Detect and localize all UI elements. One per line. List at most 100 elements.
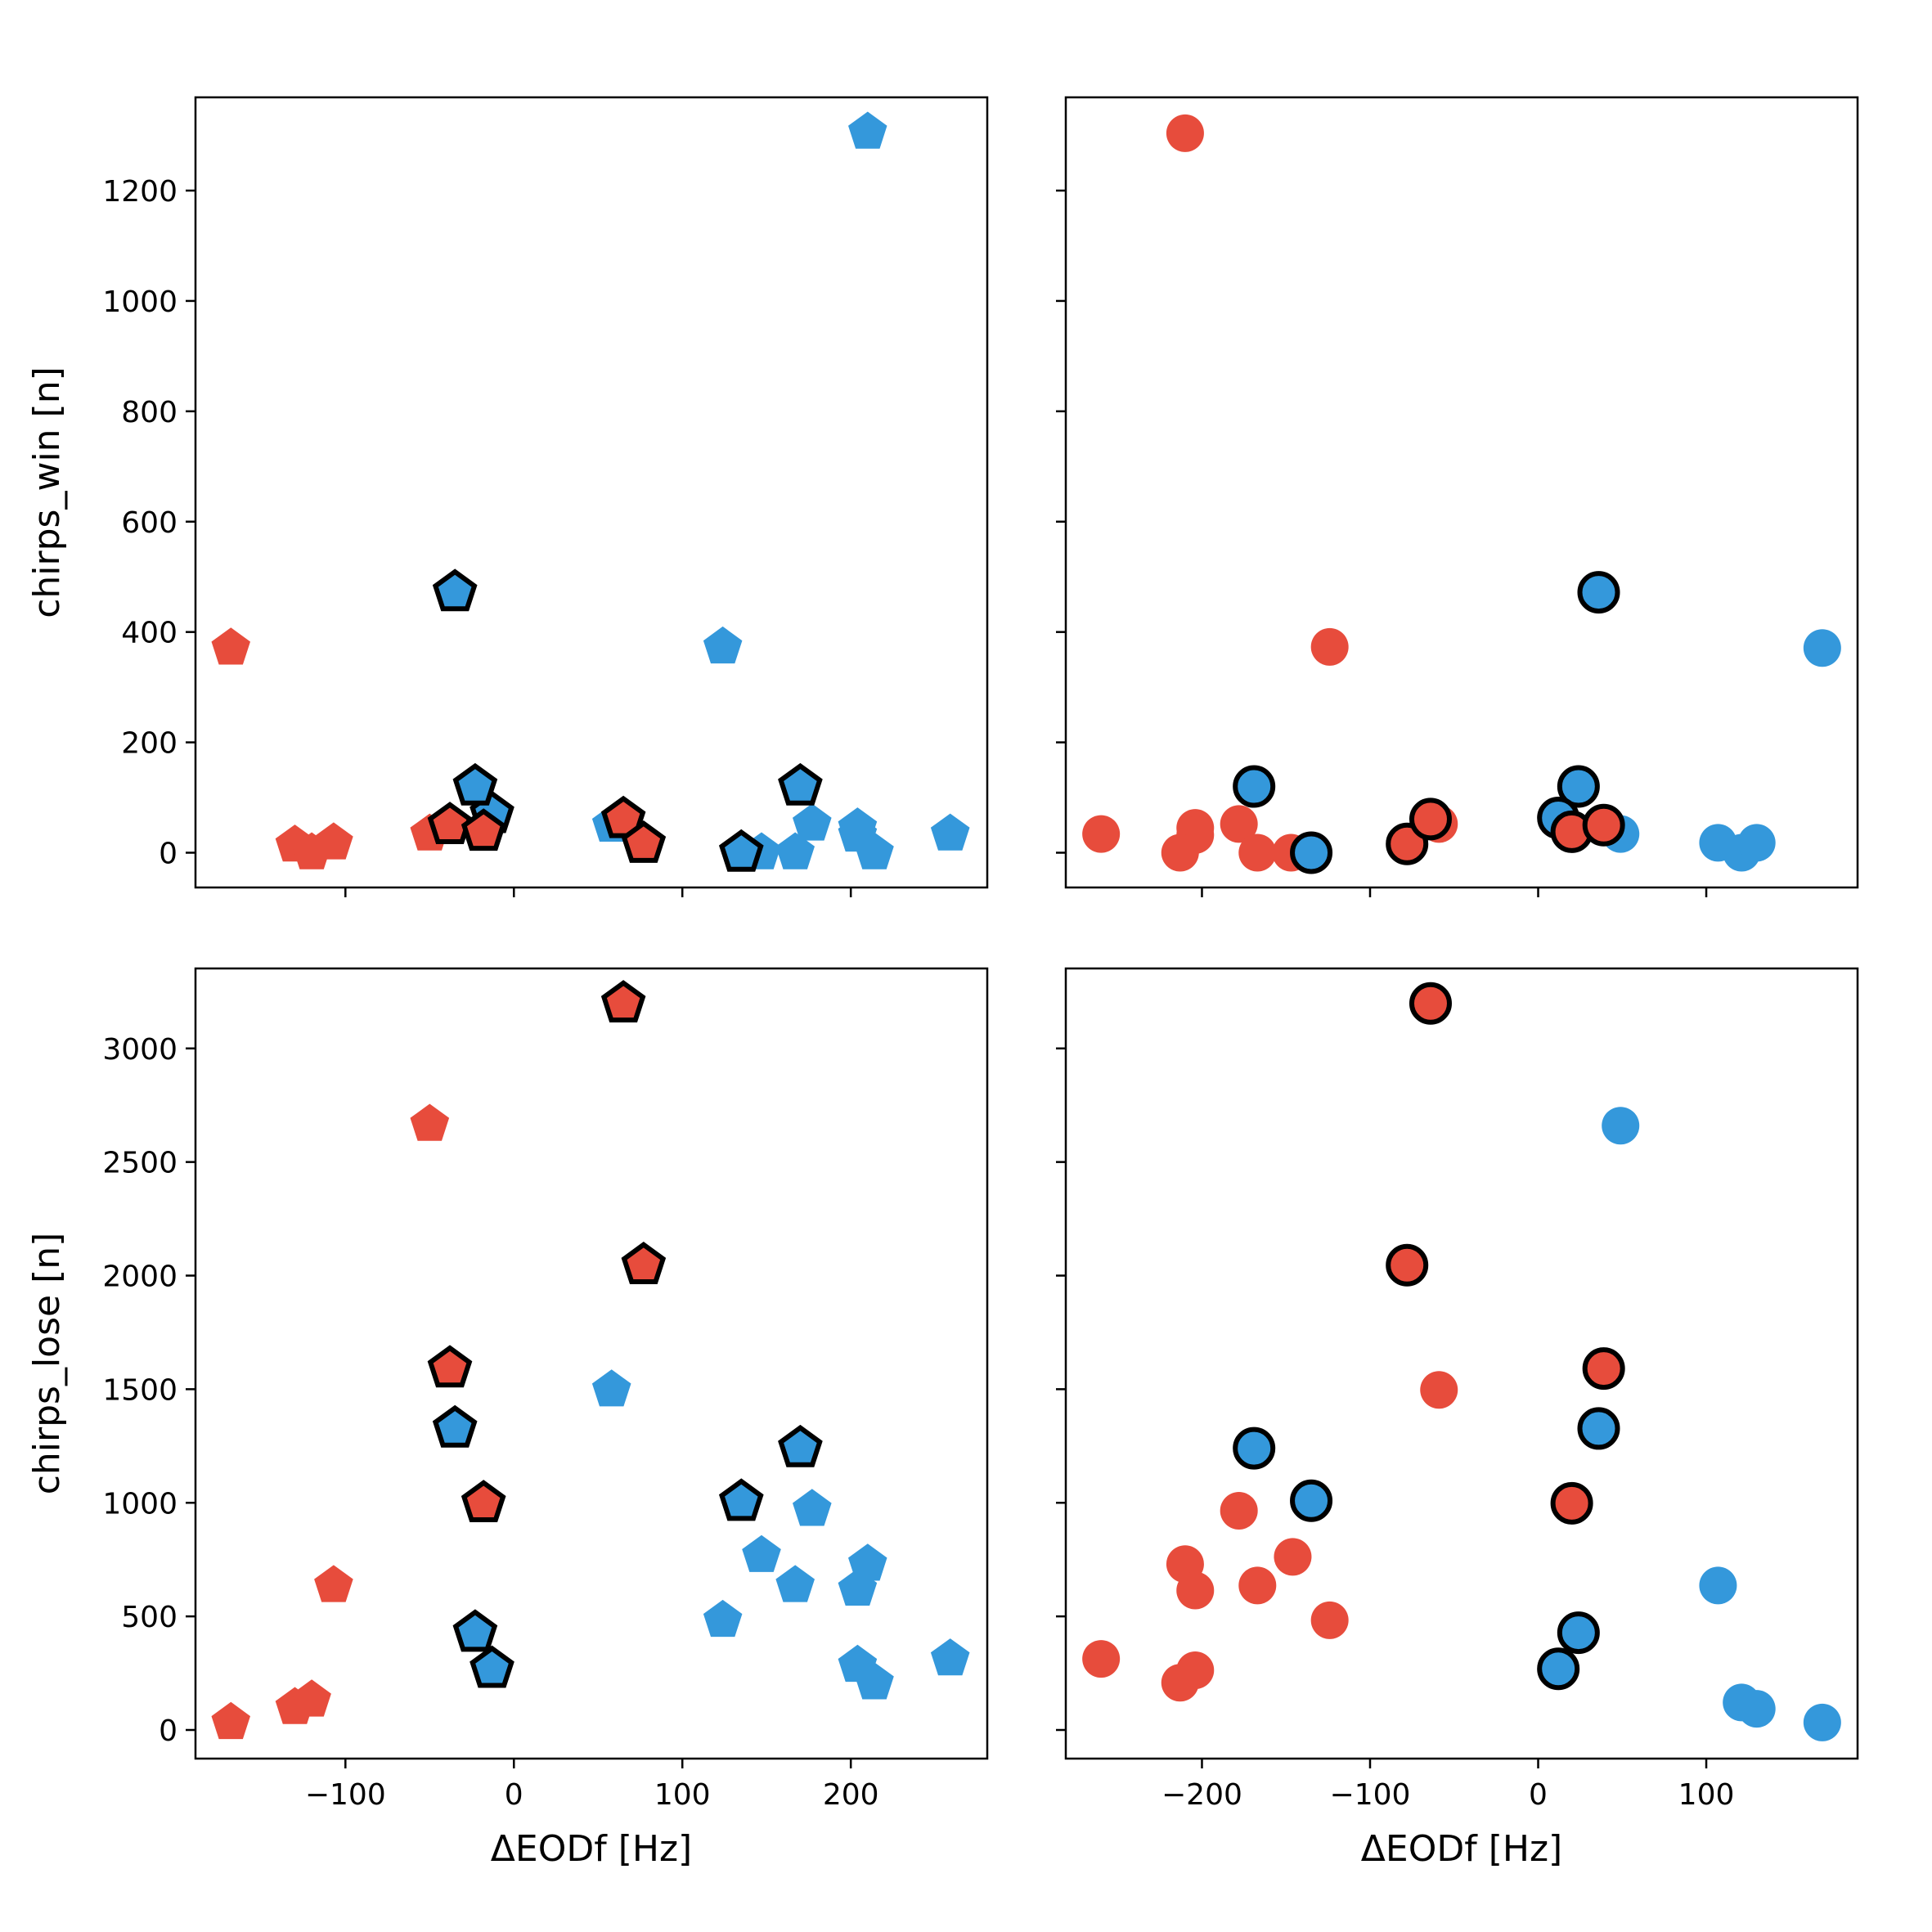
red-circle-marker [1082,815,1121,853]
blue-pentagon-marker [848,1543,887,1581]
panel-bottom-right: −200 −100 0 100 ΔEODf [Hz] [1056,967,1859,1870]
x-tick-label: 0 [505,1778,523,1812]
red-circle-marker [1420,1371,1458,1409]
x-tick-label: 100 [1678,1778,1735,1812]
blue-outlined-circle-marker [1537,1647,1580,1691]
red-outlined-circle-marker [1582,1347,1625,1391]
y-tick-label: 2000 [102,1260,177,1294]
blue-pentagon-marker [703,626,743,664]
red-outlined-pentagon-marker [427,1345,473,1388]
red-outlined-circle-marker [1386,1243,1429,1287]
axes-frame [1064,967,1859,1760]
y-tick-label: 1000 [102,1487,177,1521]
x-tick-label: −200 [1161,1778,1242,1812]
blue-pentagon-marker [591,1369,631,1407]
red-circle-marker [1310,627,1349,666]
blue-outlined-pentagon-marker [778,1424,823,1467]
red-circle-marker [1082,1640,1121,1678]
blue-outlined-pentagon-marker [452,1609,498,1652]
y-tick-label: 1000 [102,285,177,319]
y-tick-label: 0 [159,838,177,871]
red-outlined-pentagon-marker [621,1241,667,1284]
x-tick-label: 0 [1529,1778,1548,1812]
red-pentagon-marker [410,1103,450,1141]
blue-outlined-circle-marker [1290,1479,1333,1522]
red-circle-marker [1161,833,1199,872]
blue-circle-marker [1803,1703,1841,1741]
axes-frame [1064,96,1859,889]
blue-pentagon-marker [793,1489,832,1526]
blue-pentagon-marker [793,803,832,841]
red-outlined-circle-marker [1582,803,1625,847]
red-pentagon-marker [314,822,353,860]
y-tick-label: 800 [121,396,177,429]
red-outlined-circle-marker [1550,1481,1593,1525]
blue-outlined-circle-marker [1290,831,1333,874]
blue-circle-marker [1803,629,1841,667]
red-circle-marker [1220,805,1258,843]
red-pentagon-marker [314,1565,353,1602]
x-tick-label: −100 [305,1778,386,1812]
red-circle-marker [1274,1538,1312,1576]
blue-outlined-pentagon-marker [718,829,764,872]
blue-outlined-pentagon-marker [432,568,478,612]
blue-outlined-pentagon-marker [432,1404,478,1448]
y-tick-label: 1500 [102,1373,177,1407]
blue-outlined-circle-marker [1577,571,1620,614]
y-tick-label: 400 [121,617,177,650]
red-outlined-circle-marker [1409,982,1452,1025]
blue-outlined-pentagon-marker [718,1478,764,1521]
blue-circle-marker [1699,1566,1737,1605]
y-tick-label: 500 [121,1601,177,1634]
y-tick-label: 200 [121,727,177,761]
blue-pentagon-marker [855,832,894,869]
blue-outlined-circle-marker [1557,765,1600,808]
blue-pentagon-marker [775,1565,815,1602]
x-tick-label: 200 [823,1778,879,1812]
blue-circle-marker [1737,1690,1776,1728]
y-tick-label: 1200 [102,175,177,209]
y-tick-label: 600 [121,506,177,540]
red-outlined-pentagon-marker [427,802,473,844]
x-axis-label: ΔEODf [Hz] [491,1828,692,1870]
red-outlined-pentagon-marker [461,1480,506,1522]
red-circle-marker [1238,833,1277,872]
red-outlined-pentagon-marker [461,808,506,851]
red-circle-marker [1166,114,1204,152]
red-pentagon-marker [292,1679,331,1717]
blue-pentagon-marker [930,813,970,851]
red-circle-marker [1176,1651,1215,1689]
y-axis-label: chirps_win [n] [26,366,68,618]
red-circle-marker [1176,1571,1215,1610]
blue-outlined-pentagon-marker [452,762,498,806]
red-outlined-circle-marker [1409,798,1452,841]
blue-pentagon-marker [703,1599,743,1638]
blue-pentagon-marker [930,1638,970,1676]
y-tick-label: 3000 [102,1033,177,1067]
blue-outlined-pentagon-marker [470,1645,514,1688]
blue-outlined-circle-marker [1577,1407,1620,1450]
x-tick-label: −100 [1330,1778,1411,1812]
red-pentagon-marker [211,1701,250,1740]
blue-outlined-circle-marker [1233,1427,1276,1470]
axes-frame [194,967,989,1760]
blue-circle-marker [1737,824,1776,862]
panel-top-right [1056,96,1859,897]
panel-top-left: 0 200 400 600 800 1000 1200 chirps_win [n] [26,96,989,897]
red-circle-marker [1238,1566,1277,1605]
red-pentagon-marker [211,627,250,665]
y-axis-label: chirps_lose [n] [26,1233,68,1495]
panel-bottom-left: −100 0 100 200050010001500200025003000ΔEODf… [26,967,989,1870]
blue-pentagon-marker [855,1662,894,1700]
blue-pentagon-marker [775,832,815,869]
red-outlined-pentagon-marker [621,820,667,863]
axes-frame [194,96,989,889]
red-outlined-pentagon-marker [600,980,646,1022]
blue-outlined-circle-marker [1233,765,1276,808]
blue-circle-marker [1602,1107,1640,1145]
y-tick-label: 0 [159,1714,177,1748]
blue-pentagon-marker [848,111,887,149]
blue-outlined-circle-marker [1557,1611,1600,1655]
